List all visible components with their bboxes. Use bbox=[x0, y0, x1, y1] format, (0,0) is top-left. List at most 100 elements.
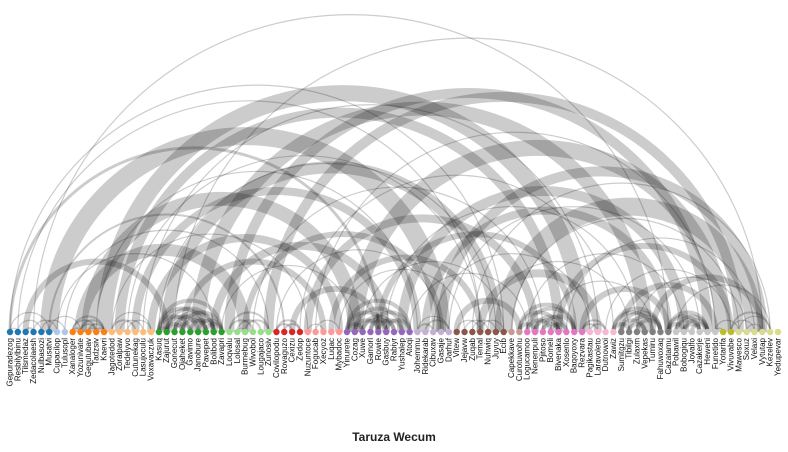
node-label: Gegutubav bbox=[84, 338, 93, 377]
node-label: Janobure bbox=[194, 337, 203, 371]
node-dot bbox=[649, 328, 656, 336]
link-arc bbox=[119, 319, 144, 333]
link-arc bbox=[110, 319, 137, 333]
node-dot bbox=[477, 328, 484, 336]
link-arc bbox=[299, 174, 615, 333]
node-dot bbox=[766, 328, 774, 336]
node-dot bbox=[312, 328, 319, 336]
node-dot bbox=[437, 328, 445, 336]
node-label: Tumiru bbox=[648, 338, 657, 363]
node-label: Xuwe bbox=[358, 337, 367, 358]
link-arc bbox=[263, 91, 744, 333]
node-label: Kezelev bbox=[766, 338, 775, 366]
link-arc bbox=[180, 310, 224, 333]
node-label: Xecyoz bbox=[319, 338, 328, 364]
node-dot bbox=[633, 328, 641, 336]
node-dot bbox=[179, 328, 186, 336]
node-label: Vepekas bbox=[640, 338, 649, 369]
node-labels: GepuradezogResbilylbinuTilsmedazZedacola… bbox=[6, 337, 783, 386]
node-label: Baqoyoxy bbox=[570, 338, 579, 373]
link-arc bbox=[173, 37, 763, 333]
node-dot bbox=[618, 328, 625, 336]
node-dot bbox=[210, 328, 217, 336]
link-arc bbox=[209, 242, 391, 333]
node-dot bbox=[61, 328, 69, 336]
node-dot bbox=[445, 328, 453, 336]
node-dot bbox=[398, 328, 406, 336]
link-arc bbox=[220, 265, 356, 333]
link-arc bbox=[611, 306, 663, 333]
node-dot bbox=[492, 328, 500, 336]
node-label: Ecib bbox=[499, 337, 508, 353]
link-arc bbox=[432, 253, 591, 333]
node-dot bbox=[516, 328, 523, 336]
node-label: Johemmu bbox=[413, 338, 422, 373]
node-label: Funetido bbox=[711, 337, 720, 369]
node-dot bbox=[719, 328, 727, 336]
node-dot bbox=[406, 328, 413, 336]
link-arc bbox=[424, 319, 450, 333]
node-label: Kasuq bbox=[154, 338, 163, 361]
link-arc bbox=[714, 319, 740, 333]
link-arc bbox=[228, 311, 270, 333]
node-dot bbox=[375, 328, 382, 336]
node-label: Yushalep bbox=[397, 337, 406, 370]
link-arc bbox=[729, 311, 772, 333]
node-dot bbox=[704, 328, 711, 336]
node-label: Pjitoso bbox=[538, 337, 547, 362]
node-dot bbox=[45, 328, 53, 336]
node-dot bbox=[194, 328, 202, 336]
node-label: Gamorl bbox=[366, 338, 375, 364]
node-label: Luqac bbox=[327, 338, 336, 360]
link-arc bbox=[95, 170, 419, 333]
link-arc bbox=[156, 298, 224, 333]
node-label: Darhuf bbox=[444, 337, 453, 362]
link-arc bbox=[510, 218, 740, 333]
arc-nodes bbox=[6, 328, 782, 336]
link-arc bbox=[618, 281, 719, 333]
node-dot bbox=[641, 328, 648, 336]
node-label: Zulaxm bbox=[632, 338, 641, 365]
arc-links bbox=[8, 14, 772, 333]
node-dot bbox=[390, 328, 398, 336]
node-dot bbox=[343, 328, 351, 336]
node-label: Zoralpaw bbox=[115, 338, 124, 371]
node-dot bbox=[610, 328, 617, 336]
node-dot bbox=[132, 328, 139, 336]
link-arc bbox=[681, 318, 710, 333]
link-arc bbox=[156, 306, 208, 333]
link-arc bbox=[666, 310, 710, 333]
node-dot bbox=[414, 328, 421, 336]
node-label: Atoqi bbox=[405, 338, 414, 356]
node-dot bbox=[586, 328, 594, 336]
node-label: Bomeli bbox=[546, 338, 555, 363]
link-arc bbox=[188, 318, 216, 333]
node-label: Cexizu bbox=[288, 338, 297, 362]
link-arc bbox=[48, 213, 286, 333]
node-dot bbox=[712, 328, 719, 336]
node-dot bbox=[116, 328, 123, 336]
link-arc bbox=[362, 260, 505, 333]
link-arc bbox=[346, 139, 732, 333]
link-arc bbox=[627, 314, 663, 333]
node-dot bbox=[351, 328, 359, 336]
node-dot bbox=[304, 328, 311, 336]
link-arc bbox=[604, 268, 732, 333]
link-arc bbox=[172, 310, 216, 333]
link-arc bbox=[142, 104, 599, 333]
node-label: Rabiyr bbox=[390, 338, 399, 361]
node-label: Gepuradezog bbox=[6, 338, 15, 386]
node-dot bbox=[461, 328, 468, 336]
link-arc bbox=[368, 318, 396, 333]
node-label: Cozag bbox=[350, 338, 359, 361]
link-arc bbox=[526, 253, 685, 333]
link-arc bbox=[344, 298, 412, 333]
link-arc bbox=[360, 314, 396, 333]
node-label: Pavepet bbox=[201, 337, 210, 367]
link-arc bbox=[453, 297, 523, 333]
link-arc bbox=[160, 161, 502, 333]
node-dot bbox=[696, 328, 703, 336]
node-dot bbox=[680, 328, 688, 336]
node-label: Lolosal bbox=[233, 338, 242, 364]
node-dot bbox=[774, 328, 782, 336]
